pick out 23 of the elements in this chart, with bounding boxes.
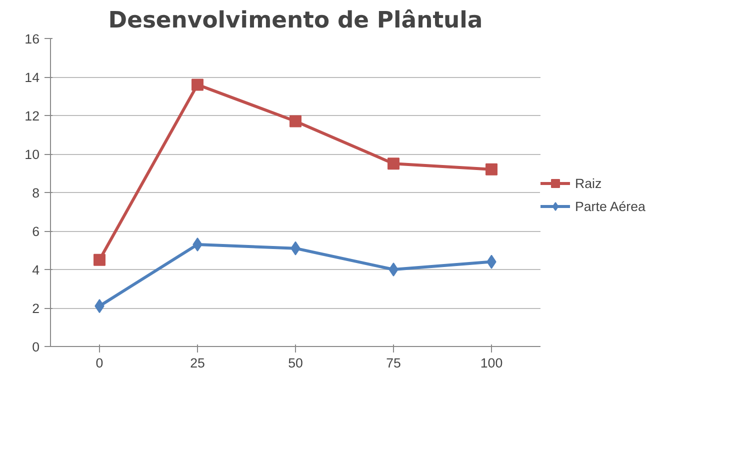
y-tick-label: 10 [24, 147, 40, 162]
point [290, 115, 302, 128]
point [486, 163, 498, 176]
x-tick-label: 25 [190, 356, 205, 370]
y-tick-label: 14 [24, 70, 40, 85]
x-tick-label: 100 [480, 356, 503, 370]
y-tick-label: 16 [24, 32, 40, 46]
chart-title: Desenvolvimento de Plântula [108, 8, 483, 34]
y-tick-label: 8 [32, 186, 40, 200]
x-tick-label: 75 [386, 356, 401, 370]
y-tick-label: 0 [32, 340, 40, 354]
y-tick-label: 6 [32, 224, 40, 239]
point [192, 78, 204, 91]
legend-label: Raiz [575, 176, 602, 190]
x-tick-label: 0 [96, 356, 104, 370]
y-tick-label: 12 [24, 108, 40, 124]
point [94, 254, 106, 266]
legend-label: Parte Aérea [575, 198, 646, 214]
y-tick-label: 2 [32, 301, 40, 316]
point [388, 262, 398, 276]
x-tick-label: 50 [288, 356, 303, 370]
y-tick-label: 4 [32, 262, 40, 278]
point [388, 158, 400, 170]
